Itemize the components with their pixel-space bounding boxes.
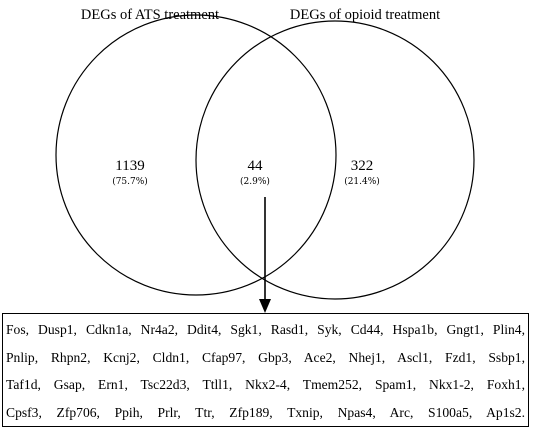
ats-unique-count: 1139 xyxy=(115,158,144,174)
overlap-gene-list: Fos, Dusp1, Cdkn1a, Nr4a2, Ddit4, Sgk1, … xyxy=(2,313,529,427)
overlap-arrowhead xyxy=(259,299,271,313)
opioid-set-circle xyxy=(195,20,475,300)
overlap-count: 44 xyxy=(248,158,264,174)
gene-list-line: Cpsf3, Zfp706, Ppih, Prlr, Ttr, Zfp189, … xyxy=(6,404,525,420)
ats-set-circle xyxy=(55,14,337,296)
gene-list-line: Pnlip, Rhpn2, Kcnj2, Cldn1, Cfap97, Gbp3… xyxy=(6,349,525,365)
opioid-unique-percent: (21.4%) xyxy=(344,176,380,187)
gene-list-line: Taf1d, Gsap, Ern1, Tsc22d3, Ttll1, Nkx2-… xyxy=(6,377,525,392)
gene-list-line: Fos, Dusp1, Cdkn1a, Nr4a2, Ddit4, Sgk1, … xyxy=(6,322,525,337)
ats-set-title: DEGs of ATS treatment xyxy=(81,7,219,23)
opioid-unique-count: 322 xyxy=(351,158,374,174)
ats-unique-percent: (75.7%) xyxy=(112,176,148,187)
opioid-set-title: DEGs of opioid treatment xyxy=(290,7,440,23)
overlap-percent: (2.9%) xyxy=(240,176,270,187)
